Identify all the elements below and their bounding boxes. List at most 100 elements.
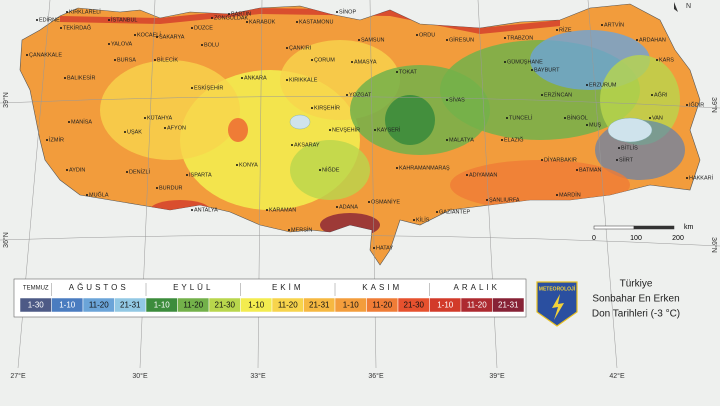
city-dot	[60, 27, 62, 29]
city-label: KİLİS	[416, 216, 430, 223]
city-dot	[319, 169, 321, 171]
city-dot	[296, 21, 298, 23]
longitude-line	[587, 0, 618, 369]
legend-class-label: 21-31	[309, 301, 330, 310]
city-dot	[504, 61, 506, 63]
legend-class-label: 11-20	[467, 301, 487, 310]
city-dot	[236, 164, 238, 166]
city-dot	[486, 199, 488, 201]
zone	[290, 140, 370, 200]
city-label: KARABÜK	[249, 18, 276, 25]
city-label: BALIKESİR	[67, 74, 95, 81]
lat-label: 39°N	[710, 97, 718, 113]
city-dot	[66, 169, 68, 171]
logo-text: METEOROLOJİ	[539, 285, 576, 292]
city-dot	[374, 129, 376, 131]
city-dot	[618, 147, 620, 149]
city-label: ANKARA	[244, 75, 267, 81]
city-dot	[564, 117, 566, 119]
title: Türkiye	[620, 279, 653, 290]
city-label: HATAY	[376, 245, 393, 251]
city-label: MERSİN	[291, 226, 312, 233]
city-label: ADIYAMAN	[469, 172, 497, 178]
city-label: BATMAN	[579, 167, 602, 173]
city-dot	[351, 61, 353, 63]
city-label: MALATYA	[449, 137, 474, 143]
city-dot	[636, 39, 638, 41]
legend-month: TEMMUZ	[23, 286, 49, 292]
city-label: SİVAS	[449, 96, 465, 103]
city-label: TRABZON	[507, 35, 533, 41]
city-label: KÜTAHYA	[147, 114, 172, 121]
city-dot	[436, 211, 438, 213]
city-label: KAHRAMANMARAŞ	[399, 165, 450, 171]
city-label: VAN	[652, 115, 663, 121]
city-dot	[396, 167, 398, 169]
lon-label: 33°E	[250, 372, 266, 380]
title: Sonbahar En Erken	[592, 294, 679, 305]
city-dot	[191, 27, 193, 29]
city-label: KASTAMONU	[299, 19, 333, 25]
city-dot	[616, 159, 618, 161]
lat-label: 36°N	[710, 237, 718, 253]
legend: 1-30 1-10 11-20 21-31 1-10 11-20 21-30 1-10 11-2…	[19, 283, 525, 313]
city-dot	[26, 54, 28, 56]
city-dot	[228, 13, 230, 15]
lon-label: 30°E	[132, 372, 148, 380]
city-dot	[114, 59, 116, 61]
city-dot	[541, 94, 543, 96]
city-label: MANİSA	[71, 118, 92, 125]
city-dot	[576, 169, 578, 171]
city-label: SAKARYA	[159, 34, 185, 40]
latitude-line	[0, 234, 720, 247]
cities: EDİRNEKIRKLARELİTEKİRDAĞİSTANBULKOCAELİS…	[26, 8, 714, 251]
city-dot	[86, 194, 88, 196]
lon-label: 42°E	[609, 372, 625, 380]
city-label: İZMİR	[49, 136, 64, 143]
city-dot	[124, 131, 126, 133]
scale-bar: 0 100 200 km	[592, 224, 693, 242]
scale-label: 200	[672, 235, 684, 242]
north-label: N	[686, 3, 691, 10]
city-dot	[501, 139, 503, 141]
city-label: KIRKLARELİ	[69, 8, 101, 15]
city-dot	[346, 94, 348, 96]
city-dot	[164, 127, 166, 129]
zone	[385, 95, 435, 145]
legend-month: EYLÜL	[173, 283, 213, 292]
city-label: BİLECİK	[157, 56, 178, 63]
legend-class-label: 11-20	[372, 301, 392, 310]
city-dot	[329, 129, 331, 131]
city-label: ZONGULDAK	[214, 15, 249, 21]
city-label: BAYBURT	[534, 67, 560, 73]
city-dot	[686, 177, 688, 179]
city-label: KARS	[659, 57, 674, 63]
city-label: ERZURUM	[589, 82, 617, 88]
city-dot	[246, 21, 248, 23]
city-dot	[64, 77, 66, 79]
legend-month: AĞUSTOS	[69, 283, 129, 292]
city-dot	[413, 219, 415, 221]
city-label: SİNOP	[339, 8, 356, 15]
city-dot	[446, 99, 448, 101]
lake	[607, 117, 653, 143]
city-label: ADANA	[339, 204, 358, 210]
city-label: DÜZCE	[194, 24, 213, 31]
north-arrow	[674, 2, 678, 12]
city-dot	[586, 124, 588, 126]
city-label: MARDİN	[559, 191, 581, 198]
city-dot	[368, 201, 370, 203]
city-label: ISPARTA	[189, 172, 212, 178]
city-dot	[506, 117, 508, 119]
legend-class-label: 1-30	[28, 301, 45, 310]
city-label: MUĞLA	[89, 191, 109, 198]
city-label: İSTANBUL	[111, 16, 138, 23]
city-label: KAYSERİ	[377, 126, 401, 133]
city-dot	[66, 11, 68, 13]
city-dot	[286, 79, 288, 81]
legend-class-label: 21-31	[498, 301, 519, 310]
city-dot	[36, 19, 38, 21]
scale-label: 0	[592, 235, 596, 242]
city-label: BİTLİS	[621, 144, 638, 151]
